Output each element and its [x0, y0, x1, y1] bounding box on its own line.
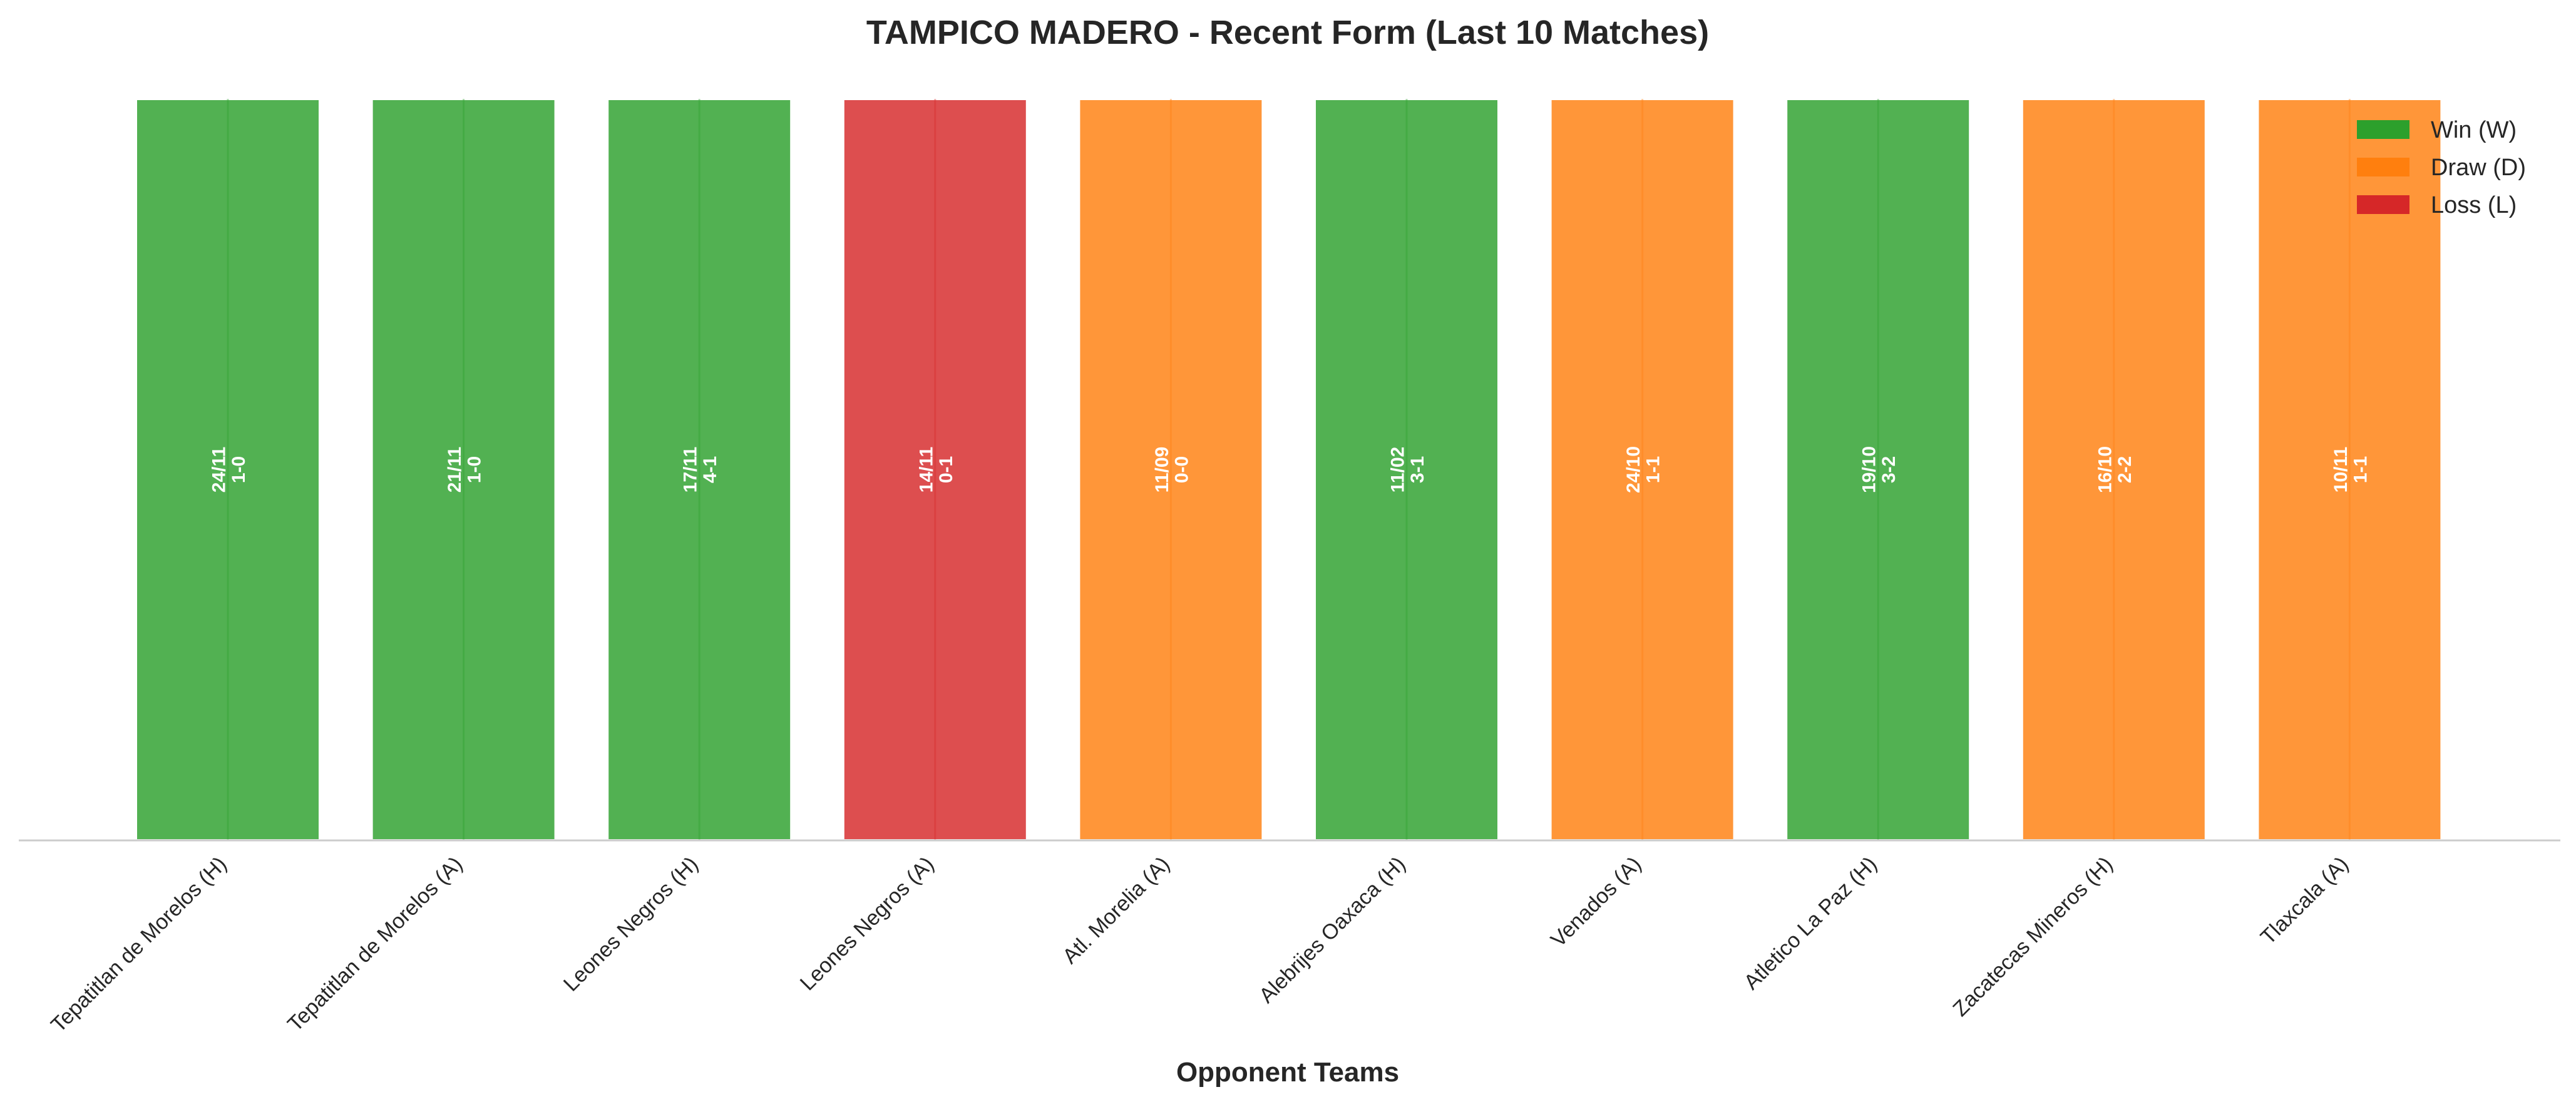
bar-1 — [370, 98, 557, 842]
x-tick-label-2: Leones Negros (H) — [559, 852, 703, 996]
x-tick-label-5: Alebrijes Oaxaca (H) — [1255, 852, 1410, 1008]
bar-date-2: 17/11 — [680, 447, 701, 492]
bar-date-4: 11/09 — [1152, 447, 1173, 492]
bar-label-1: 21/111-0 — [444, 447, 485, 492]
x-tick-label-1: Tepatitlan de Morelos (A) — [283, 852, 467, 1036]
bar-date-0: 24/11 — [209, 447, 230, 492]
x-tick-label-6: Venados (A) — [1546, 852, 1646, 952]
bar-date-1: 21/11 — [444, 447, 465, 492]
x-tick-label-3: Leones Negros (A) — [796, 852, 939, 996]
bar-score-9: 1-1 — [2350, 456, 2371, 483]
bar-6 — [1549, 98, 1736, 842]
x-axis-label: Opponent Teams — [1176, 1057, 1399, 1088]
bar-3 — [841, 98, 1029, 842]
bar-score-0: 1-0 — [228, 456, 249, 483]
bar-label-8: 16/102-2 — [2095, 446, 2135, 493]
x-tick-label-8: Zacatecas Mineros (H) — [1948, 852, 2117, 1021]
bar-date-8: 16/10 — [2095, 446, 2115, 493]
bar-date-3: 14/11 — [916, 447, 936, 492]
x-tick-label-9: Tlaxcala (A) — [2256, 852, 2353, 949]
bar-score-4: 0-0 — [1171, 456, 1192, 483]
bar-label-3: 14/110-1 — [916, 447, 957, 492]
bar-date-9: 10/11 — [2331, 447, 2351, 492]
chart-title: TAMPICO MADERO - Recent Form (Last 10 Ma… — [866, 14, 1709, 51]
bar-score-7: 3-2 — [1879, 456, 1899, 483]
bar-label-0: 24/111-0 — [209, 447, 250, 492]
bar-label-2: 17/114-1 — [680, 447, 721, 492]
bar-5 — [1313, 98, 1500, 842]
bar-9 — [2256, 98, 2443, 842]
bar-date-5: 11/02 — [1388, 447, 1409, 492]
bar-date-6: 24/10 — [1623, 446, 1644, 493]
bar-score-3: 0-1 — [936, 456, 957, 483]
legend-label-d: Draw (D) — [2431, 155, 2526, 181]
legend: Win (W) Draw (D) Loss (L) — [2357, 117, 2526, 218]
legend-label-w: Win (W) — [2431, 117, 2517, 143]
legend-swatch-d — [2357, 158, 2409, 176]
bar-score-6: 1-1 — [1643, 456, 1664, 483]
bar-date-7: 19/10 — [1859, 446, 1880, 493]
bar-score-5: 3-1 — [1407, 456, 1428, 483]
bar-score-8: 2-2 — [2115, 456, 2135, 483]
bar-4 — [1077, 98, 1265, 842]
legend-label-l: Loss (L) — [2431, 192, 2517, 218]
x-tick-labels: Tepatitlan de Morelos (H) Tepatitlan de M… — [46, 852, 2353, 1037]
legend-swatch-w — [2357, 120, 2409, 139]
bar-2 — [606, 98, 793, 842]
x-tick-label-4: Atl. Morelia (A) — [1058, 852, 1174, 969]
bar-label-9: 10/111-1 — [2331, 447, 2371, 492]
bar-label-5: 11/023-1 — [1388, 447, 1429, 492]
x-tick-label-0: Tepatitlan de Morelos (H) — [46, 852, 231, 1037]
bar-label-7: 19/103-2 — [1859, 446, 1900, 493]
legend-swatch-l — [2357, 195, 2409, 214]
bar-score-2: 4-1 — [700, 456, 721, 483]
bar-score-1: 1-0 — [464, 456, 485, 483]
bar-label-6: 24/101-1 — [1623, 446, 1664, 493]
bars-group: 24/111-0 21/111-0 17/114-1 14/110-1 11/090-0… — [135, 98, 2443, 842]
bar-label-4: 11/090-0 — [1152, 447, 1193, 492]
x-tick-label-7: Atletico La Paz (H) — [1740, 852, 1882, 994]
bar-0 — [135, 98, 321, 842]
